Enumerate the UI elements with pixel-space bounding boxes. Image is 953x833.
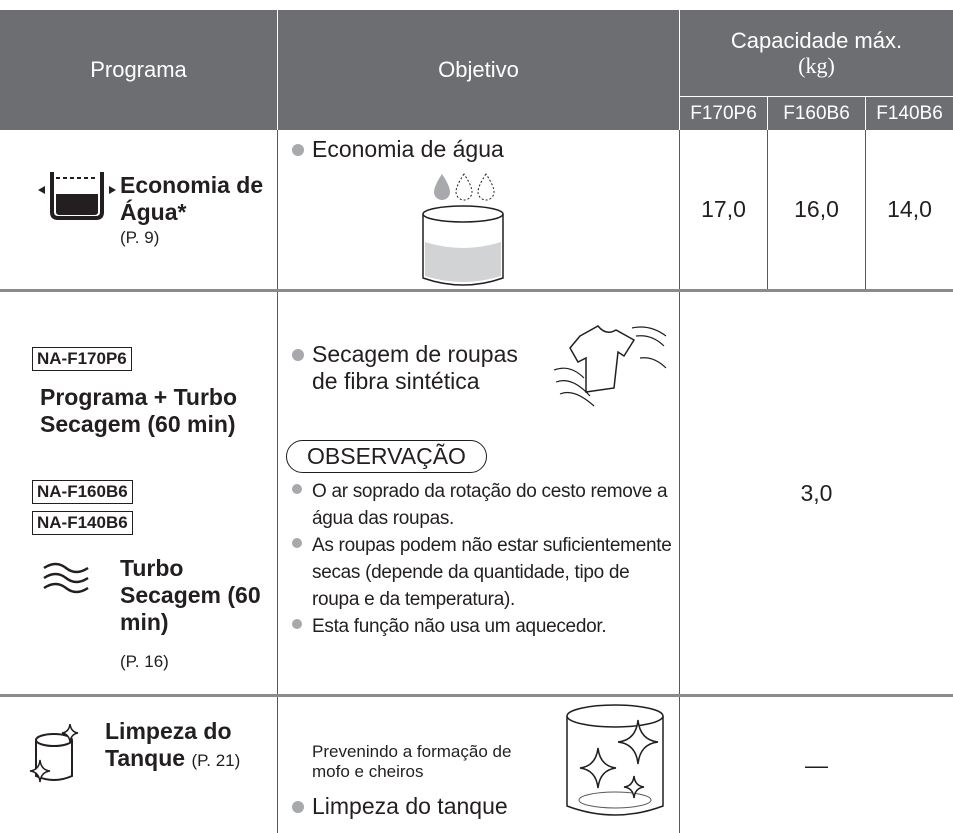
model-header: F160B6: [768, 97, 865, 130]
program-name: Turbo Secagem (60 min): [120, 555, 261, 635]
row-line: [0, 694, 953, 697]
model-header: F170P6: [680, 97, 767, 130]
shirt-icon: [553, 325, 667, 407]
page-ref: (P. 9): [120, 228, 160, 247]
header-programa: Programa: [0, 10, 277, 130]
program-name: Programa + Turbo Secagem (60 min): [40, 384, 238, 437]
wind-icon: [43, 562, 89, 594]
tub-icon: [422, 173, 504, 286]
capacity-value: 16,0: [794, 196, 839, 222]
tank-icon: [566, 704, 664, 816]
col-line: [767, 130, 768, 290]
objective-detail: Prevenindo a formação de mofo e cheiros: [312, 742, 512, 781]
program-name: Limpeza do Tanque (P. 21): [105, 718, 275, 774]
model-badge: NA-F160B6: [32, 480, 133, 504]
row-line: [0, 289, 953, 292]
header-objetivo: Objetivo: [278, 10, 679, 130]
header-capacidade: Capacidade máx. (kg): [680, 10, 953, 96]
note-item: O ar soprado da rotação do cesto remove …: [290, 478, 676, 532]
model-header: F140B6: [866, 97, 953, 130]
water-icon: [38, 172, 116, 220]
model-badge: NA-F170P6: [32, 347, 132, 371]
program-name-text: Limpeza do Tanque: [105, 718, 232, 771]
capacity-value: —: [805, 751, 828, 778]
col-line: [679, 130, 680, 833]
capacity-value: 3,0: [800, 479, 833, 506]
capacidade-label: Capacidade máx.: [730, 28, 903, 53]
program-name: Economia de Água*: [120, 172, 264, 225]
note-item: As roupas podem não estar suficientement…: [290, 532, 676, 613]
col-line: [277, 130, 278, 833]
capacity-value: 17,0: [701, 196, 746, 222]
capacidade-unit: (kg): [798, 53, 835, 78]
col-line: [865, 130, 866, 290]
objective: Limpeza do tanque: [290, 793, 953, 820]
clean-icon: [29, 724, 79, 783]
objective: Secagem de roupas de fibra sintética: [290, 341, 530, 395]
page-ref: (P. 16): [120, 652, 169, 671]
page-ref: (P. 21): [191, 751, 241, 770]
model-badge: NA-F140B6: [32, 511, 133, 535]
capacity-value: 14,0: [887, 196, 932, 222]
note-list: O ar soprado da rotação do cesto remove …: [290, 478, 676, 640]
objective: Economia de água: [290, 136, 953, 163]
note-title: OBSERVAÇÃO: [286, 440, 487, 473]
note-item: Esta função não usa um aquecedor.: [290, 613, 676, 640]
